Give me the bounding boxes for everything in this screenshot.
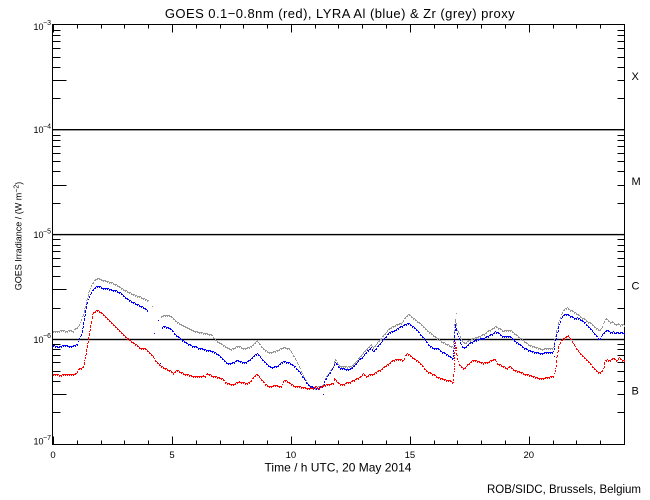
svg-text:10: 10 xyxy=(34,22,44,32)
svg-text:GOES Irradiance / (W m−2): GOES Irradiance / (W m−2) xyxy=(13,182,23,291)
svg-text:−7: −7 xyxy=(43,435,51,442)
svg-text:0: 0 xyxy=(50,450,55,461)
svg-text:B: B xyxy=(632,385,639,397)
svg-text:−3: −3 xyxy=(43,20,51,27)
svg-text:5: 5 xyxy=(169,450,174,461)
svg-text:C: C xyxy=(632,281,640,293)
svg-text:15: 15 xyxy=(405,450,416,461)
svg-text:−6: −6 xyxy=(43,333,51,340)
svg-text:10: 10 xyxy=(286,450,297,461)
svg-text:M: M xyxy=(632,176,641,188)
svg-text:10: 10 xyxy=(34,230,44,240)
svg-text:GOES 0.1−0.8nm (red), LYRA Al: GOES 0.1−0.8nm (red), LYRA Al (blue) & Z… xyxy=(165,6,515,21)
svg-text:10: 10 xyxy=(34,437,44,447)
svg-text:ROB/SIDC, Brussels, Belgium: ROB/SIDC, Brussels, Belgium xyxy=(487,484,641,496)
svg-text:20: 20 xyxy=(524,450,535,461)
svg-text:10: 10 xyxy=(34,125,44,135)
svg-text:Time / h UTC, 20 May 2014: Time / h UTC, 20 May 2014 xyxy=(265,461,412,475)
svg-text:10: 10 xyxy=(34,335,44,345)
svg-text:−4: −4 xyxy=(43,124,51,131)
svg-text:−5: −5 xyxy=(43,228,51,235)
svg-text:X: X xyxy=(632,71,640,83)
